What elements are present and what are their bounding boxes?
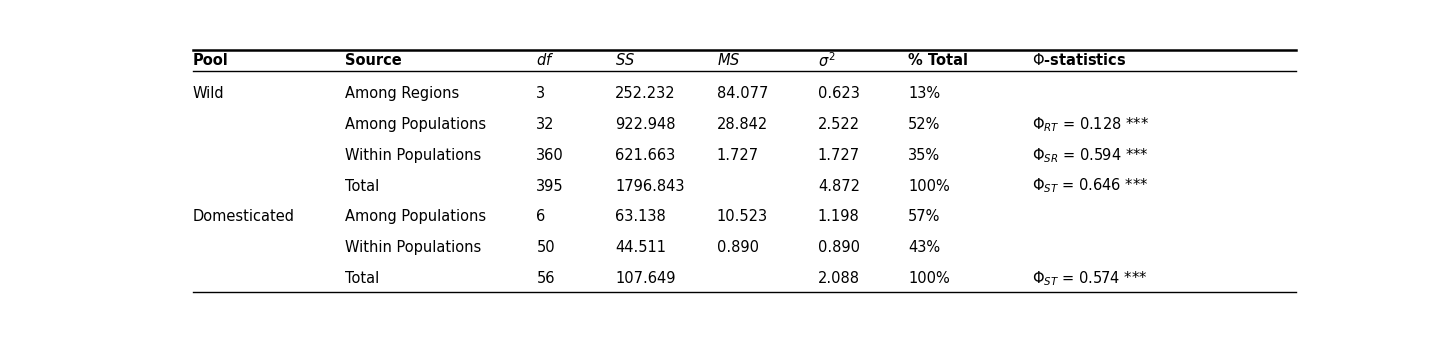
Text: 0.890: 0.890 (716, 240, 758, 255)
Text: $\mathit{\Phi}_{ST}$ = 0.574 ***: $\mathit{\Phi}_{ST}$ = 0.574 *** (1032, 269, 1148, 288)
Text: 100%: 100% (908, 271, 950, 286)
Text: 1.727: 1.727 (818, 148, 860, 163)
Text: Total: Total (344, 179, 379, 194)
Text: 2.088: 2.088 (818, 271, 860, 286)
Text: Wild: Wild (193, 86, 225, 101)
Text: 252.232: 252.232 (615, 86, 676, 101)
Text: 395: 395 (536, 179, 564, 194)
Text: $\mathit{\Phi}_{ST}$ = 0.646 ***: $\mathit{\Phi}_{ST}$ = 0.646 *** (1032, 177, 1148, 195)
Text: $\mathit{df}$: $\mathit{df}$ (536, 52, 555, 68)
Text: 3: 3 (536, 86, 545, 101)
Text: 107.649: 107.649 (615, 271, 676, 286)
Text: Source: Source (344, 53, 401, 68)
Text: 56: 56 (536, 271, 555, 286)
Text: 63.138: 63.138 (615, 210, 665, 224)
Text: $\mathit{\Phi}$-statistics: $\mathit{\Phi}$-statistics (1032, 52, 1126, 68)
Text: 28.842: 28.842 (716, 117, 767, 132)
Text: 100%: 100% (908, 179, 950, 194)
Text: 32: 32 (536, 117, 555, 132)
Text: 1.727: 1.727 (716, 148, 758, 163)
Text: 52%: 52% (908, 117, 940, 132)
Text: 0.623: 0.623 (818, 86, 860, 101)
Text: 50: 50 (536, 240, 555, 255)
Text: 35%: 35% (908, 148, 940, 163)
Text: 0.890: 0.890 (818, 240, 860, 255)
Text: 43%: 43% (908, 240, 940, 255)
Text: Among Populations: Among Populations (344, 117, 487, 132)
Text: Total: Total (344, 271, 379, 286)
Text: $\mathit{\Phi}_{RT}$ = 0.128 ***: $\mathit{\Phi}_{RT}$ = 0.128 *** (1032, 115, 1149, 134)
Text: 922.948: 922.948 (615, 117, 676, 132)
Text: 360: 360 (536, 148, 564, 163)
Text: Pool: Pool (193, 53, 228, 68)
Text: $\sigma^2$: $\sigma^2$ (818, 51, 835, 69)
Text: 4.872: 4.872 (818, 179, 860, 194)
Text: 44.511: 44.511 (615, 240, 665, 255)
Text: 1.198: 1.198 (818, 210, 860, 224)
Text: $\mathit{SS}$: $\mathit{SS}$ (615, 52, 635, 68)
Text: Within Populations: Within Populations (344, 148, 481, 163)
Text: 6: 6 (536, 210, 545, 224)
Text: $\mathit{MS}$: $\mathit{MS}$ (716, 52, 740, 68)
Text: Among Regions: Among Regions (344, 86, 459, 101)
Text: Among Populations: Among Populations (344, 210, 487, 224)
Text: Within Populations: Within Populations (344, 240, 481, 255)
Text: 2.522: 2.522 (818, 117, 860, 132)
Text: 57%: 57% (908, 210, 940, 224)
Text: 84.077: 84.077 (716, 86, 767, 101)
Text: % Total: % Total (908, 53, 968, 68)
Text: 621.663: 621.663 (615, 148, 676, 163)
Text: 10.523: 10.523 (716, 210, 767, 224)
Text: 13%: 13% (908, 86, 940, 101)
Text: Domesticated: Domesticated (193, 210, 295, 224)
Text: $\mathit{\Phi}_{SR}$ = 0.594 ***: $\mathit{\Phi}_{SR}$ = 0.594 *** (1032, 146, 1148, 165)
Text: 1796.843: 1796.843 (615, 179, 684, 194)
